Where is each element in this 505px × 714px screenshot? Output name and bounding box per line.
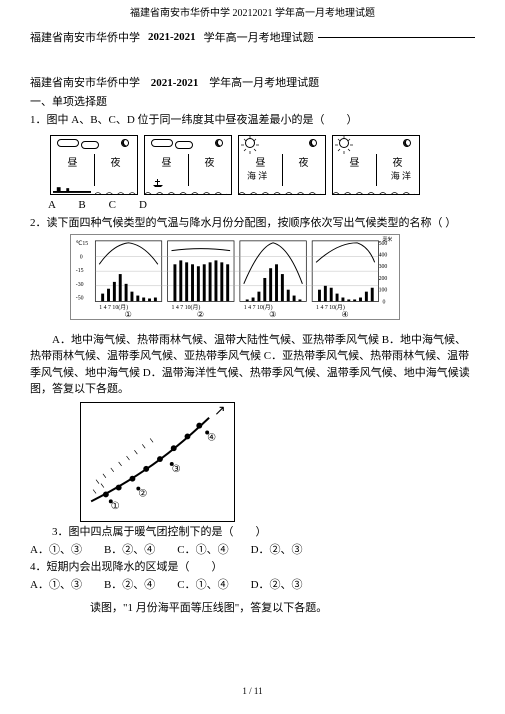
svg-text:④: ④ <box>207 432 216 443</box>
cloud-icon <box>175 141 193 149</box>
title-suffix: 学年高一月考地理试题 <box>204 29 314 45</box>
q4-options: A．①、③ B．②、④ C．①、④ D．②、③ <box>30 577 475 594</box>
svg-text:300: 300 <box>379 264 388 270</box>
title-line: 福建省南安市华侨中学 2021-2021 学年高一月考地理试题 <box>30 29 475 45</box>
title-prefix: 福建省南安市华侨中学 <box>30 29 140 45</box>
day-label: 昼 <box>350 156 360 171</box>
svg-text:④: ④ <box>341 310 348 319</box>
sea-label: 海 洋 <box>247 170 267 184</box>
land-icon <box>53 184 91 192</box>
sun-rays <box>335 136 353 154</box>
waves-icon <box>239 186 325 192</box>
q3-options: A．①、③ B．②、④ C．①、④ D．②、③ <box>30 542 475 559</box>
moon-icon <box>402 138 412 148</box>
q3-warmfront-figure: ① ② ③ ④ ↗ <box>80 402 235 522</box>
night-label: 夜 <box>299 156 309 171</box>
svg-text:-50: -50 <box>76 295 84 301</box>
q1-box-c: 昼 夜 海 洋 <box>238 135 326 195</box>
q2-options: A．地中海气候、热带雨林气候、温带大陆性气候、亚热带季风气候 B．地中海气候、热… <box>30 332 475 398</box>
q1-options: A B C D <box>48 197 475 214</box>
title-bold: 2021-2021 <box>148 31 196 43</box>
moon-icon <box>120 138 130 148</box>
svg-text:②: ② <box>197 310 204 319</box>
q1-box-d: 昼 夜 海 洋 <box>332 135 420 195</box>
question-2: 2．读下面四种气候类型的气温与降水月份分配图，按顺序依次写出气候类型的名称（ ） <box>30 215 475 232</box>
night-label: 夜 <box>205 156 215 171</box>
waves-icon <box>95 186 137 192</box>
page-header: 福建省南安市华侨中学 20212021 学年高一月考地理试题 <box>0 0 505 19</box>
svg-text:100: 100 <box>379 287 388 293</box>
svg-text:200: 200 <box>379 275 388 281</box>
day-label: 昼 <box>68 156 78 171</box>
night-label: 夜 <box>393 156 403 171</box>
title-rule <box>318 37 475 38</box>
ship-icon <box>151 176 165 186</box>
moon-icon <box>214 138 224 148</box>
page-number: 1 / 11 <box>0 686 505 696</box>
cloud-icon <box>151 139 173 147</box>
svg-text:③: ③ <box>172 463 181 474</box>
content: 福建省南安市华侨中学 2021-2021 学年高一月考地理试题 一、单项选择题 … <box>30 75 475 616</box>
svg-text:↗: ↗ <box>214 403 226 418</box>
question-1: 1．图中 A、B、C、D 位于同一纬度其中昼夜温差最小的是（ ） <box>30 112 475 129</box>
svg-text:②: ② <box>138 488 147 499</box>
svg-text:0: 0 <box>382 299 385 305</box>
read-figure-text: 读图，"1 月份海平面等压线图"，答复以下各题。 <box>90 600 475 617</box>
q1-box-b: 昼 夜 <box>144 135 232 195</box>
svg-text:℃15: ℃15 <box>76 240 89 246</box>
svg-text:毫米: 毫米 <box>382 235 392 242</box>
section-prefix: 福建省南安市华侨中学 <box>30 77 140 89</box>
svg-text:400: 400 <box>379 252 388 258</box>
moon-icon <box>308 138 318 148</box>
waves-icon <box>145 186 231 192</box>
section-suffix: 学年高一月考地理试题 <box>209 77 319 89</box>
svg-text:-15: -15 <box>76 268 84 274</box>
svg-text:0: 0 <box>80 254 83 260</box>
q1-figure-row: 昼 夜 昼 夜 <box>50 135 475 195</box>
svg-text:①: ① <box>111 501 120 512</box>
svg-text:-30: -30 <box>76 281 84 287</box>
section-title: 福建省南安市华侨中学 2021-2021 学年高一月考地理试题 <box>30 75 475 92</box>
q1-box-a: 昼 夜 <box>50 135 138 195</box>
question-4: 4．短期内会出现降水的区域是（ ） <box>30 559 475 576</box>
subheading-1: 一、单项选择题 <box>30 94 475 111</box>
svg-text:①: ① <box>125 310 132 319</box>
day-label: 昼 <box>162 156 172 171</box>
svg-text:③: ③ <box>269 310 276 319</box>
cloud-icon <box>57 139 79 147</box>
night-label: 夜 <box>111 156 121 171</box>
question-3: 3．图中四点属于暖气团控制下的是（ ） <box>30 524 475 541</box>
sun-rays <box>241 136 259 154</box>
waves-icon <box>333 186 419 192</box>
sea-label: 海 洋 <box>391 170 411 184</box>
cloud-icon <box>81 141 99 149</box>
day-label: 昼 <box>256 156 266 171</box>
section-bold: 2021-2021 <box>151 77 199 89</box>
q2-climate-figure: ℃15 0 -15 -30 -50 500 400 300 200 100 0 … <box>70 234 400 320</box>
